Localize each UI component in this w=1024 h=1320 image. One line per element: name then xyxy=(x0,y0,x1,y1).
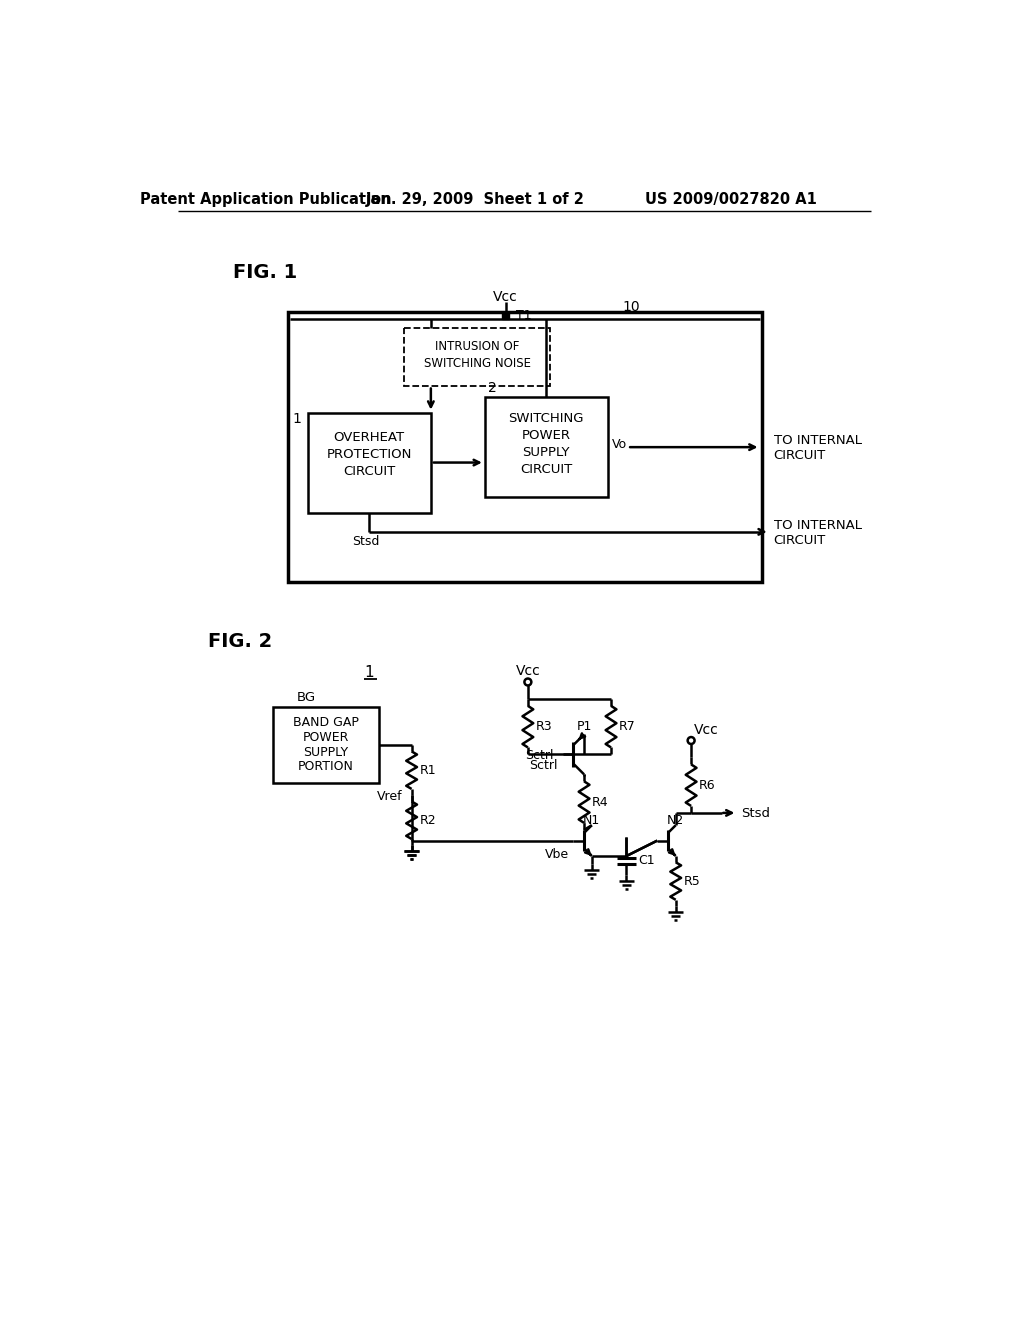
Text: 1: 1 xyxy=(365,665,374,680)
Text: PROTECTION: PROTECTION xyxy=(327,449,412,462)
Text: Stsd: Stsd xyxy=(741,807,770,820)
Text: 10: 10 xyxy=(623,300,640,314)
Text: CIRCUIT: CIRCUIT xyxy=(773,533,825,546)
Bar xyxy=(403,327,550,385)
Text: R1: R1 xyxy=(419,764,436,776)
Text: CIRCUIT: CIRCUIT xyxy=(520,463,572,477)
Text: N1: N1 xyxy=(583,814,600,828)
Text: 2: 2 xyxy=(488,381,497,395)
Text: OVERHEAT: OVERHEAT xyxy=(334,432,404,445)
Text: SWITCHING NOISE: SWITCHING NOISE xyxy=(424,356,530,370)
Text: BG: BG xyxy=(297,690,315,704)
Text: FIG. 2: FIG. 2 xyxy=(208,632,271,652)
Text: R4: R4 xyxy=(592,796,608,809)
Text: POWER: POWER xyxy=(303,731,349,744)
Text: TO INTERNAL: TO INTERNAL xyxy=(773,519,861,532)
Text: 1: 1 xyxy=(293,412,301,425)
Text: R6: R6 xyxy=(698,779,716,792)
Text: R2: R2 xyxy=(419,813,436,826)
Text: Sctrl: Sctrl xyxy=(525,750,554,763)
Text: Stsd: Stsd xyxy=(351,536,379,548)
Text: R5: R5 xyxy=(683,875,700,887)
Text: R7: R7 xyxy=(618,721,636,733)
Text: POWER: POWER xyxy=(522,429,570,442)
Text: Vcc: Vcc xyxy=(494,290,518,304)
Text: Vref: Vref xyxy=(377,791,402,804)
Bar xyxy=(307,412,431,512)
Text: INTRUSION OF: INTRUSION OF xyxy=(435,339,519,352)
Text: Vo: Vo xyxy=(611,438,627,451)
Bar xyxy=(503,313,509,318)
Text: TO INTERNAL: TO INTERNAL xyxy=(773,434,861,447)
Text: P1: P1 xyxy=(578,721,593,733)
Text: PORTION: PORTION xyxy=(298,760,354,774)
Text: SUPPLY: SUPPLY xyxy=(303,746,349,759)
Bar xyxy=(484,397,608,498)
Text: Patent Application Publication: Patent Application Publication xyxy=(139,191,391,207)
Bar xyxy=(289,313,762,582)
Text: Vbe: Vbe xyxy=(546,847,569,861)
Bar xyxy=(273,708,379,783)
Text: Jan. 29, 2009  Sheet 1 of 2: Jan. 29, 2009 Sheet 1 of 2 xyxy=(367,191,585,207)
Text: SWITCHING: SWITCHING xyxy=(509,412,584,425)
Text: Sctrl: Sctrl xyxy=(529,759,558,772)
Text: Vcc: Vcc xyxy=(693,723,718,737)
Text: N2: N2 xyxy=(667,814,684,828)
Text: CIRCUIT: CIRCUIT xyxy=(773,449,825,462)
Text: US 2009/0027820 A1: US 2009/0027820 A1 xyxy=(645,191,817,207)
Text: Vcc: Vcc xyxy=(515,664,541,678)
Text: CIRCUIT: CIRCUIT xyxy=(343,465,395,478)
Text: BAND GAP: BAND GAP xyxy=(293,717,359,730)
Text: C1: C1 xyxy=(638,854,654,867)
Text: R3: R3 xyxy=(536,721,552,733)
Text: T1: T1 xyxy=(516,309,531,322)
Text: SUPPLY: SUPPLY xyxy=(522,446,570,459)
Text: FIG. 1: FIG. 1 xyxy=(233,263,297,282)
